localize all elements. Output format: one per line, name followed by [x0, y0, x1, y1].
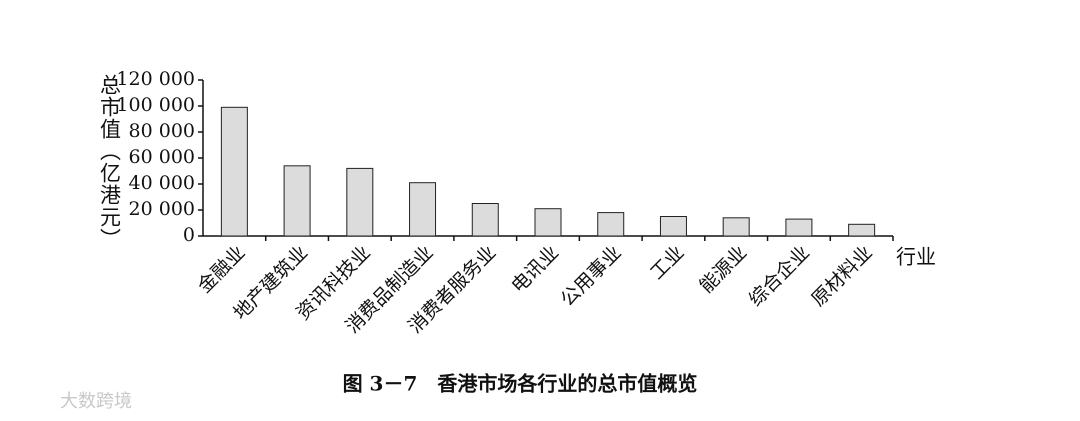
- y-tick-label: 120 000: [116, 68, 195, 90]
- bar: [220, 106, 248, 237]
- x-axis-label: 行业: [896, 245, 936, 269]
- watermark: 大数跨境: [60, 391, 132, 412]
- x-tick-label: 电讯业: [507, 242, 563, 298]
- y-tick-label: 100 000: [116, 94, 195, 116]
- bar: [534, 208, 562, 237]
- bar: [283, 165, 311, 237]
- bar: [471, 203, 499, 237]
- bar: [409, 182, 437, 237]
- x-tick-label: 原材料业: [807, 242, 876, 311]
- bar: [848, 223, 876, 237]
- x-tick-label: 能源业: [695, 242, 751, 298]
- y-tick-label: 0: [183, 224, 195, 246]
- bar: [722, 217, 750, 237]
- bar: [659, 216, 687, 237]
- y-axis-label: 总市值（亿港元）: [98, 74, 122, 250]
- x-tick-label: 综合企业: [745, 242, 814, 311]
- x-tick-label: 金融业: [194, 242, 250, 298]
- y-tick-label: 60 000: [129, 146, 195, 168]
- bar: [597, 212, 625, 237]
- y-tick-label: 80 000: [129, 120, 195, 142]
- x-tick-label: 公用事业: [556, 242, 625, 311]
- bar: [785, 218, 813, 237]
- y-tick-label: 20 000: [129, 198, 195, 220]
- y-tick-label: 40 000: [129, 172, 195, 194]
- x-tick-label: 工业: [646, 242, 688, 284]
- caption: 图 3－7 香港市场各行业的总市值概览: [343, 372, 698, 396]
- bar: [346, 167, 374, 237]
